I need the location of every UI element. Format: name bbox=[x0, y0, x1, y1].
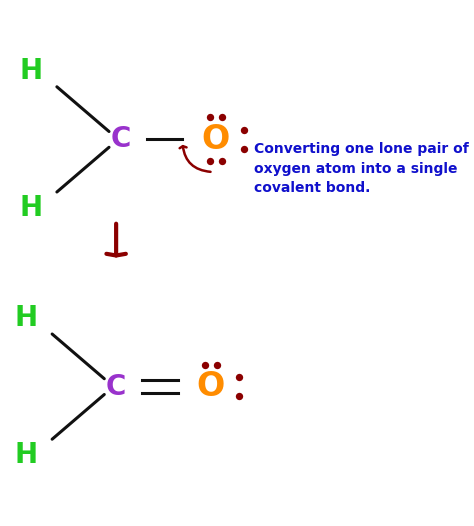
Text: Converting one lone pair of
oxygen atom into a single
covalent bond.: Converting one lone pair of oxygen atom … bbox=[254, 142, 468, 195]
Point bbox=[206, 113, 213, 122]
Point bbox=[218, 157, 226, 166]
Text: O: O bbox=[201, 123, 230, 156]
Point bbox=[236, 392, 243, 400]
Text: C: C bbox=[111, 125, 131, 154]
Point bbox=[236, 373, 243, 381]
Point bbox=[206, 157, 213, 166]
Text: H: H bbox=[19, 57, 42, 85]
Point bbox=[213, 360, 221, 369]
Text: H: H bbox=[15, 441, 37, 469]
Text: C: C bbox=[106, 372, 126, 401]
Point bbox=[240, 145, 248, 153]
Point bbox=[201, 360, 209, 369]
Text: H: H bbox=[19, 194, 42, 222]
Text: H: H bbox=[15, 304, 37, 332]
Point bbox=[240, 126, 248, 134]
Point bbox=[218, 113, 226, 122]
Text: O: O bbox=[197, 370, 225, 403]
